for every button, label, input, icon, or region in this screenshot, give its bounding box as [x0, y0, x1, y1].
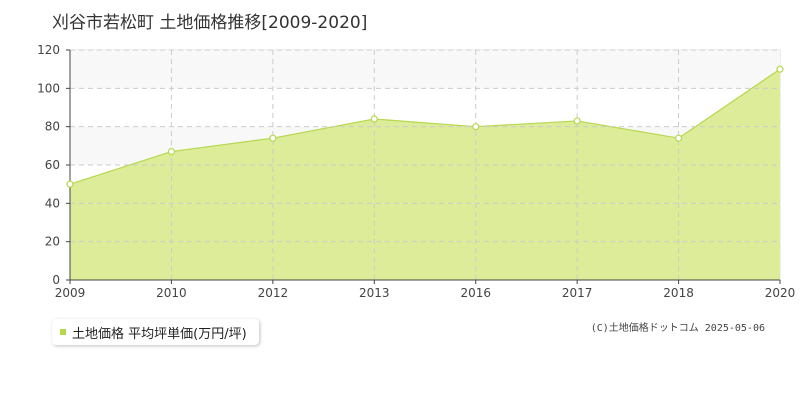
- x-tick-label: 2012: [258, 286, 289, 300]
- legend-label: 土地価格 平均坪単価(万円/坪): [72, 326, 247, 342]
- x-tick-label: 2010: [156, 286, 187, 300]
- y-tick-label: 0: [52, 273, 60, 287]
- copyright-text: (C)土地価格ドットコム 2025-05-06: [590, 323, 765, 334]
- legend: 土地価格 平均坪単価(万円/坪): [52, 319, 259, 345]
- x-tick-label: 2016: [460, 286, 491, 300]
- x-tick-label: 2018: [663, 286, 694, 300]
- grid-band: [70, 50, 780, 89]
- data-point: [573, 117, 581, 125]
- x-tick-label: 2009: [55, 286, 86, 300]
- series-area: [70, 69, 780, 281]
- y-tick-label: 100: [37, 81, 60, 95]
- x-tick-label: 2017: [562, 286, 593, 300]
- data-point: [269, 134, 277, 142]
- data-point: [66, 180, 74, 188]
- x-tick-label: 2020: [765, 286, 796, 300]
- y-tick-label: 80: [45, 120, 60, 134]
- data-point: [167, 147, 176, 156]
- legend-swatch: [60, 329, 66, 335]
- chart-title: 刈谷市若松町 土地価格推移[2009-2020]: [52, 13, 368, 33]
- data-point: [776, 65, 784, 73]
- y-tick-label: 20: [45, 235, 60, 249]
- series-line: [69, 68, 781, 185]
- data-point: [674, 134, 683, 142]
- x-tick-label: 2013: [359, 286, 390, 300]
- data-point: [472, 123, 480, 131]
- data-point: [370, 115, 378, 123]
- y-tick-label: 120: [37, 43, 60, 57]
- y-tick-label: 40: [45, 196, 60, 210]
- y-tick-label: 60: [45, 158, 60, 172]
